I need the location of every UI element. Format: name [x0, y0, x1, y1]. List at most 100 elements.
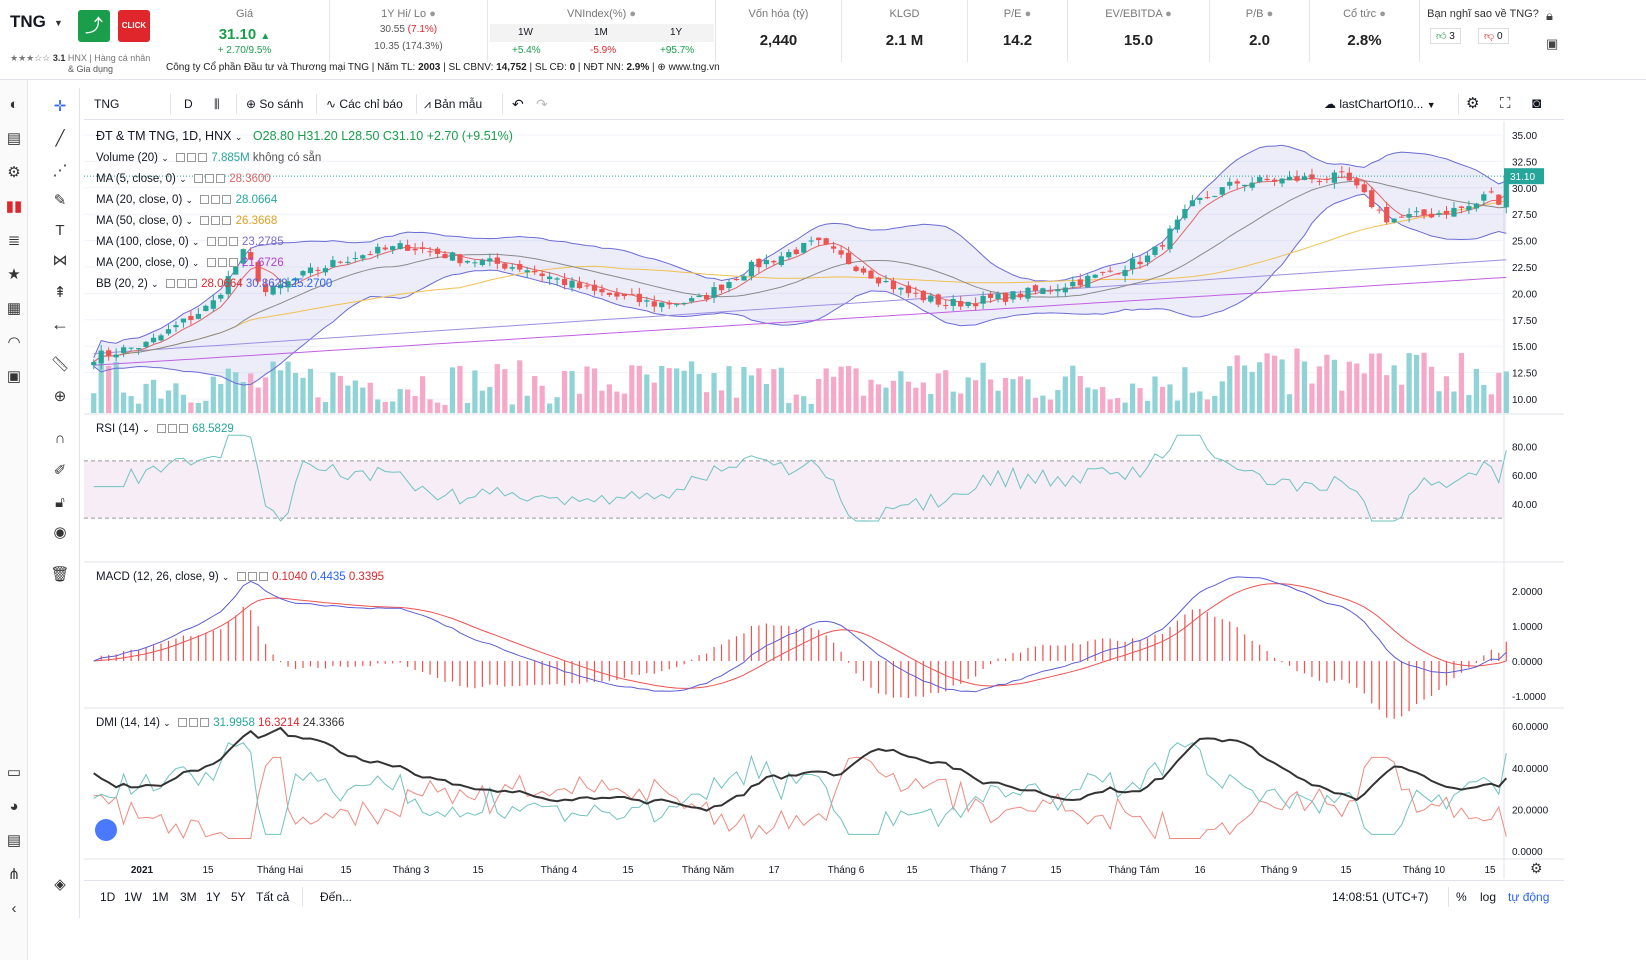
close-icon[interactable]	[178, 424, 188, 433]
layout-select[interactable]: ☁ lastChartOf10... ▼	[1324, 92, 1436, 116]
info-icon[interactable]: ●	[1379, 8, 1386, 20]
range-button[interactable]: 3M	[180, 890, 197, 904]
candle-type-icon[interactable]: ⫼	[214, 97, 220, 111]
range-button[interactable]: 1Y	[206, 890, 221, 904]
eye-icon[interactable]: ◉	[53, 524, 67, 541]
back-arrow-icon[interactable]: ←	[51, 313, 69, 334]
speed-icon[interactable]: ◕	[9, 797, 19, 815]
grid-icon[interactable]: ▦	[6, 300, 22, 317]
share-icon[interactable]: ⋔	[7, 866, 21, 883]
fib-tool-icon[interactable]: ⋰	[52, 162, 68, 179]
layers-icon[interactable]: ◈	[54, 876, 66, 893]
settings-icon[interactable]	[247, 572, 257, 581]
eye-icon[interactable]	[206, 237, 216, 246]
undo-icon[interactable]: ↶	[512, 96, 524, 112]
settings-icon[interactable]	[211, 216, 221, 225]
range-button[interactable]: 1M	[152, 890, 169, 904]
settings-icon[interactable]	[189, 718, 199, 727]
goto-date-button[interactable]: Đến...	[320, 890, 353, 904]
axis-settings-gear-icon[interactable]: ⚙	[1530, 860, 1543, 876]
brush-icon[interactable]: ✎	[53, 192, 67, 209]
legend-bb-title[interactable]: BB (20, 2)	[96, 278, 148, 290]
database-icon[interactable]: ≣	[7, 232, 21, 249]
crosshair-icon[interactable]: ✛	[53, 98, 67, 115]
vn-period-1m[interactable]: 1M	[594, 27, 608, 38]
eye-icon[interactable]	[165, 279, 175, 288]
info-icon[interactable]: ●	[1266, 8, 1274, 20]
settings-icon[interactable]	[211, 195, 221, 204]
symbol-search[interactable]: TNG	[94, 97, 120, 111]
templates-button[interactable]: ⩘ Bản mẫu	[424, 92, 482, 116]
star-icon[interactable]: ★	[7, 266, 21, 283]
like-button[interactable]: 👍︎ 3	[1430, 28, 1461, 44]
range-button[interactable]: Tất cả	[256, 890, 290, 904]
log-toggle[interactable]: log	[1480, 890, 1497, 904]
vn-period-1y[interactable]: 1Y	[670, 27, 683, 38]
camera-icon[interactable]: ◙	[1532, 95, 1542, 112]
range-button[interactable]: 5Y	[231, 890, 246, 904]
lock-icon[interactable]: 🔒︎	[1546, 8, 1553, 23]
text-tool-icon[interactable]: T	[55, 221, 65, 239]
eye-icon[interactable]	[194, 174, 204, 183]
legend-ma20-title[interactable]: MA (20, close, 0)	[96, 194, 183, 206]
legend-ma50-title[interactable]: MA (50, close, 0)	[96, 215, 183, 227]
pattern-icon[interactable]: ⋈	[52, 252, 68, 269]
eye-icon[interactable]	[200, 195, 210, 204]
document-icon[interactable]: ▤	[6, 832, 22, 849]
eye-icon[interactable]	[200, 216, 210, 225]
settings-icon[interactable]	[187, 153, 197, 162]
compare-button[interactable]: ⊕ So sánh	[246, 92, 303, 116]
close-icon[interactable]	[222, 195, 232, 204]
legend-rsi-title[interactable]: RSI (14)	[96, 423, 139, 435]
settings-icon[interactable]	[217, 237, 227, 246]
legend-dmi-title[interactable]: DMI (14, 14)	[96, 717, 160, 729]
eye-icon[interactable]	[178, 718, 188, 727]
trend-line-icon[interactable]: ╱	[55, 130, 65, 147]
close-icon[interactable]	[222, 216, 232, 225]
settings-icon[interactable]	[176, 279, 186, 288]
settings-icon[interactable]	[167, 424, 177, 433]
legend-ma100-title[interactable]: MA (100, close, 0)	[96, 236, 189, 248]
unlock-icon[interactable]: 🔓︎	[55, 493, 65, 511]
website-link[interactable]: www.tng.vn	[668, 62, 720, 73]
collapse-left-icon[interactable]: ‹	[11, 899, 17, 917]
eye-icon[interactable]	[176, 153, 186, 162]
auto-scale-toggle[interactable]: tự động	[1508, 890, 1550, 904]
main-series-title[interactable]: ĐT & TM TNG, 1D, HNX	[96, 129, 232, 143]
settings-icon[interactable]	[217, 258, 227, 267]
eye-icon[interactable]	[206, 258, 216, 267]
close-icon[interactable]	[216, 174, 226, 183]
ticker-title[interactable]: TNG	[10, 12, 46, 31]
dashboard-icon[interactable]: ◐	[9, 95, 19, 113]
vn-period-1w[interactable]: 1W	[518, 27, 533, 38]
redo-icon[interactable]: ↷	[536, 96, 548, 112]
info-icon[interactable]: ●	[629, 8, 636, 20]
legend-volume-title[interactable]: Volume (20)	[96, 152, 159, 164]
close-icon[interactable]	[258, 572, 268, 581]
trash-icon[interactable]: 🗑︎	[50, 566, 70, 583]
info-icon[interactable]: ●	[1024, 8, 1032, 20]
range-button[interactable]: 1D	[100, 890, 116, 904]
percent-toggle[interactable]: %	[1456, 890, 1467, 904]
chart-settings-gear-icon[interactable]: ⚙	[1466, 95, 1480, 112]
legend-ma200-title[interactable]: MA (200, close, 0)	[96, 257, 189, 269]
close-icon[interactable]	[228, 237, 238, 246]
report-icon[interactable]: ▤	[6, 130, 22, 147]
dislike-button[interactable]: 👎︎ 0	[1478, 28, 1509, 44]
price-chart[interactable]: 31.10 35.00 32.50 30.00 27.50 25.00 22.50 20.00…	[84, 121, 1564, 879]
click-logo-icon[interactable]: CLICK	[118, 10, 150, 42]
eye-icon[interactable]	[156, 424, 166, 433]
close-icon[interactable]	[228, 258, 238, 267]
fullscreen-icon[interactable]: ⛶	[1500, 95, 1511, 112]
zoom-in-icon[interactable]: ⊕	[53, 388, 67, 405]
info-icon[interactable]: ●	[1165, 8, 1172, 20]
legend-ma5-title[interactable]: MA (5, close, 0)	[96, 173, 176, 185]
chart-icon[interactable]: ▮▮	[5, 198, 23, 215]
chevron-down-icon[interactable]: ▼	[54, 18, 63, 28]
magnet-icon[interactable]: ∩	[54, 429, 66, 447]
prediction-icon[interactable]: ⇞	[53, 284, 67, 301]
close-icon[interactable]	[200, 718, 210, 727]
ruler-icon[interactable]: 📏︎	[50, 356, 70, 373]
indicators-button[interactable]: ∿ Các chỉ báo	[326, 92, 403, 116]
eye-icon[interactable]	[236, 572, 246, 581]
